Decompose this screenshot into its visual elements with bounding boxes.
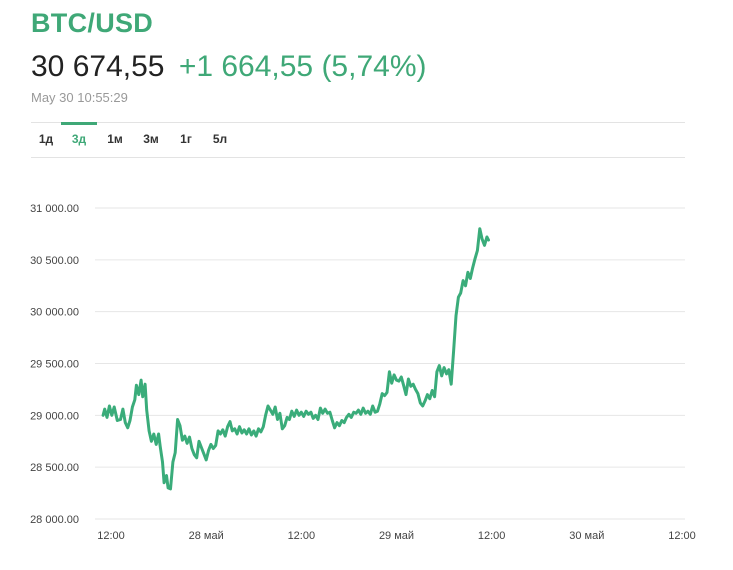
- x-tick-label: 12:00: [97, 530, 125, 542]
- y-tick-label: 28 000.00: [30, 514, 79, 526]
- y-tick-label: 28 500.00: [30, 462, 79, 474]
- x-tick-label: 28 май: [189, 530, 224, 542]
- current-price: 30 674,55: [31, 50, 165, 83]
- tab-3m[interactable]: 3м: [143, 132, 159, 146]
- y-tick-label: 29 500.00: [30, 359, 79, 371]
- x-tick-label: 12:00: [478, 530, 506, 542]
- grid-lines: [95, 207, 685, 520]
- price-row: 30 674,55 +1 664,55 (5,74%): [31, 50, 427, 84]
- tab-1d[interactable]: 1д: [38, 132, 54, 146]
- ticker-symbol: BTC/USD: [31, 8, 154, 38]
- tab-3d[interactable]: 3д: [61, 122, 97, 157]
- x-tick-label: 12:00: [288, 530, 316, 542]
- y-tick-label: 30 500.00: [30, 255, 79, 267]
- x-axis-labels: 12:00 28 май 12:00 29 май 12:00 30 май 12:00: [97, 530, 696, 542]
- quote-timestamp: May 30 10:55:29: [31, 90, 128, 105]
- tabs-bottom-divider: [31, 157, 685, 158]
- price-change: +1 664,55 (5,74%): [178, 50, 427, 83]
- tab-1m[interactable]: 1м: [107, 132, 123, 146]
- tab-1y[interactable]: 1г: [180, 132, 192, 146]
- x-tick-label: 12:00: [668, 530, 696, 542]
- y-axis-labels: 28 000.00 28 500.00 29 000.00 29 500.00 30 0…: [30, 203, 79, 526]
- range-tabs: 1д 3д 1м 3м 1г 5л: [31, 122, 237, 157]
- y-tick-label: 31 000.00: [30, 203, 79, 215]
- y-tick-label: 29 000.00: [30, 410, 79, 422]
- tabs-top-divider: [31, 122, 685, 123]
- tab-5y[interactable]: 5л: [212, 132, 228, 146]
- x-tick-label: 30 май: [569, 530, 604, 542]
- price-series-line: [101, 227, 490, 491]
- x-tick-label: 29 май: [379, 530, 414, 542]
- y-tick-label: 30 000.00: [30, 307, 79, 319]
